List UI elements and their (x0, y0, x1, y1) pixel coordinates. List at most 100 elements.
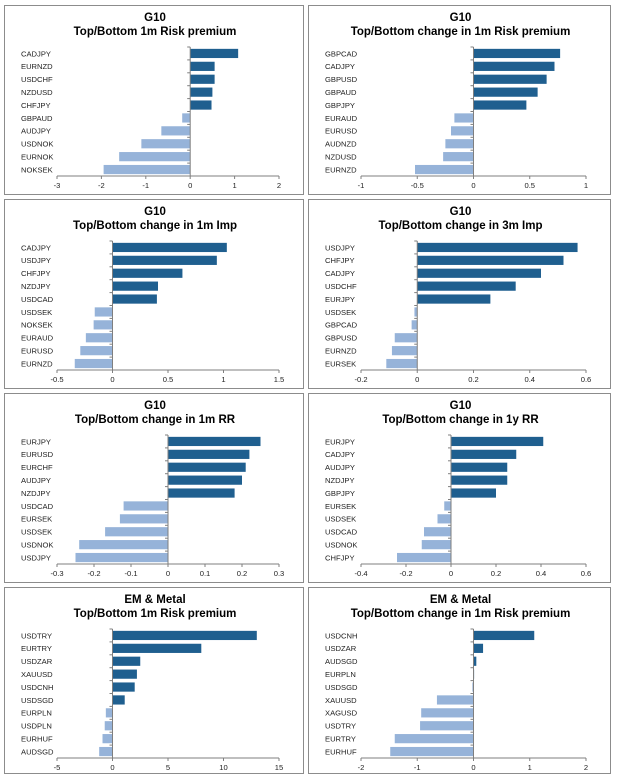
bar-eurnzd (391, 346, 418, 356)
category-label: CHFJPY (21, 269, 51, 278)
bar-nzdjpy (112, 281, 159, 291)
bar-usdchf (417, 281, 516, 291)
category-label: USDPLN (21, 722, 52, 731)
chart-panel-g10-change-1m-rr: G10 Top/Bottom change in 1m RR -0.3 -0.2 -0.… (4, 393, 304, 583)
bar-chfjpy (190, 100, 212, 110)
x-tick-label: 0 (449, 569, 453, 578)
bar-eurjpy (451, 436, 544, 447)
category-label: EURNZD (21, 62, 53, 71)
category-label: GBPUSD (325, 75, 358, 84)
category-label: CADJPY (325, 269, 355, 278)
bar-usdchf (190, 74, 215, 84)
bar-euraud (454, 113, 474, 123)
x-tick-label: 1 (528, 763, 532, 772)
bar-usdcad (112, 294, 157, 304)
bar-eurhuf (390, 746, 474, 757)
x-tick-label: -1 (414, 763, 421, 772)
x-tick-label: 0 (471, 181, 475, 190)
bar-usdcad (123, 501, 168, 511)
category-label: EURAUD (21, 334, 54, 343)
x-tick-label: 0 (471, 763, 475, 772)
chart-panel-em-1m-risk-premium: EM & Metal Top/Bottom 1m Risk premium -5 0 5… (4, 587, 304, 774)
x-tick-label: -5 (54, 763, 61, 772)
bar-xauusd (112, 669, 137, 679)
x-tick-label: -0.2 (354, 375, 367, 384)
category-label: AUDJPY (21, 476, 51, 485)
bar-eurtry (112, 643, 202, 653)
x-tick-label: 1.5 (274, 375, 285, 384)
bar-gbpjpy (451, 488, 496, 498)
chart-title: Top/Bottom change in 1m RR (75, 414, 236, 426)
x-tick-label: 15 (275, 763, 283, 772)
bar-gbpusd (473, 74, 547, 84)
category-label: EURHUF (21, 734, 53, 743)
category-label: USDCHF (21, 75, 53, 84)
bar-nzdjpy (168, 488, 235, 498)
bar-audsgd (99, 746, 113, 757)
bar-usdtry (420, 721, 474, 731)
bar-usdzar (473, 643, 484, 653)
category-label: AUDJPY (325, 463, 355, 472)
category-label: EURUSD (325, 127, 358, 136)
x-tick-label: 0.2 (491, 569, 502, 578)
category-label: USDSEK (325, 308, 356, 317)
category-label: EURNZD (325, 346, 357, 355)
category-label: USDCNH (21, 683, 54, 692)
chart-title: EM & Metal (124, 594, 185, 606)
bar-eurjpy (168, 436, 261, 447)
x-tick-label: 2 (277, 181, 281, 190)
bar-chfjpy (397, 552, 451, 563)
x-tick-label: -0.2 (87, 569, 100, 578)
category-label: USDSEK (325, 515, 356, 524)
chart-panel-g10-change-1y-rr: G10 Top/Bottom change in 1y RR -0.4 -0.2 0 0.… (308, 393, 611, 583)
bar-gbpjpy (473, 100, 527, 110)
category-label: USDTRY (21, 631, 52, 640)
chart-panel-em-change-1m-risk-premium: EM & Metal Top/Bottom change in 1m Risk p… (308, 587, 611, 774)
category-label: GBPUSD (325, 334, 358, 343)
category-label: USDCHF (325, 282, 357, 291)
category-label: EURCHF (21, 463, 53, 472)
chart-title: Top/Bottom change in 1y RR (382, 414, 539, 426)
bar-chart-svg: EM & Metal Top/Bottom 1m Risk premium -5 0 5… (21, 594, 283, 772)
category-label: CHFJPY (21, 101, 51, 110)
chart-title: Top/Bottom 1m Risk premium (74, 608, 237, 620)
category-label: CADJPY (325, 62, 355, 71)
category-label: EURUSD (21, 346, 54, 355)
bar-nzdusd (190, 87, 213, 97)
bar-usdsek (94, 307, 113, 317)
bar-usdsek (105, 527, 168, 537)
x-tick-label: 1 (584, 181, 588, 190)
category-label: GBPCAD (325, 49, 358, 58)
x-tick-label: -0.2 (399, 569, 412, 578)
category-label: EURSEK (21, 515, 52, 524)
bar-gbpcad (411, 320, 418, 330)
category-label: USDSGD (325, 683, 358, 692)
x-tick-label: 0.6 (581, 569, 592, 578)
bar-eurtry (394, 734, 474, 744)
x-tick-label: -3 (54, 181, 61, 190)
category-label: NZDJPY (21, 282, 51, 291)
category-label: USDSGD (21, 696, 54, 705)
category-label: USDJPY (21, 256, 51, 265)
x-tick-label: 0.1 (200, 569, 211, 578)
category-label: EURJPY (325, 437, 355, 446)
bar-gbpaud (473, 87, 538, 97)
category-label: USDCAD (21, 502, 54, 511)
bar-cadjpy (473, 61, 555, 71)
bar-usdjpy (112, 255, 217, 265)
x-tick-label: 0 (110, 763, 114, 772)
category-label: USDJPY (325, 243, 355, 252)
bar-usdsgd (472, 682, 474, 692)
category-label: EURPLN (325, 670, 356, 679)
bar-eurnok (119, 152, 191, 162)
bar-eurnzd (74, 358, 113, 369)
category-label: USDNOK (21, 540, 54, 549)
category-label: AUDJPY (21, 127, 51, 136)
bar-cadjpy (190, 48, 239, 59)
category-label: CADJPY (21, 49, 51, 58)
category-label: NZDUSD (325, 152, 357, 161)
x-tick-label: 2 (584, 763, 588, 772)
category-label: USDNOK (325, 540, 358, 549)
bar-audsgd (473, 656, 477, 666)
bar-usdnok (141, 139, 191, 149)
